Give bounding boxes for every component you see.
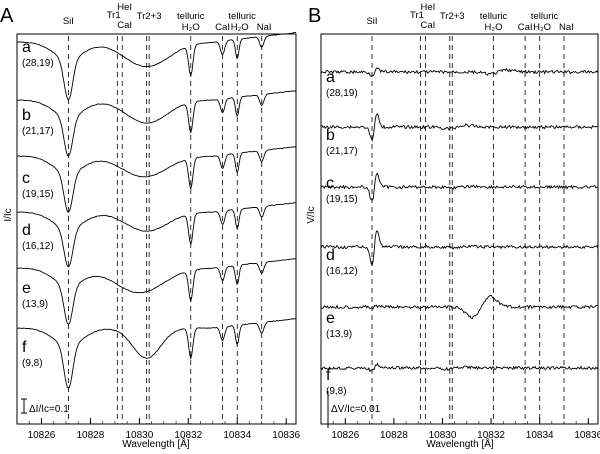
line-label: Tr1 — [107, 10, 121, 21]
line-label: H₂O — [485, 22, 503, 33]
line-label: telluric — [480, 11, 508, 22]
x-tick-label: 10828 — [380, 430, 408, 441]
line-markers — [67, 36, 263, 424]
series-letter: f — [326, 367, 331, 384]
series-letter: c — [22, 170, 30, 187]
spectrum-a — [320, 67, 599, 77]
plot-border — [16, 33, 297, 425]
series-coords: (16,12) — [326, 266, 358, 277]
x-tick-label: 10836 — [272, 430, 300, 441]
series-coords: (13,9) — [326, 329, 352, 340]
panel-letter: B — [308, 5, 321, 27]
line-label: CaI — [421, 20, 436, 31]
series-coords: (21,17) — [22, 126, 54, 137]
y-axis-label: I/Ic — [3, 208, 14, 221]
x-tick-label: 10836 — [574, 430, 600, 441]
spectrum-e — [320, 294, 599, 320]
line-label: telluric — [177, 11, 205, 22]
line-label: telluric — [228, 11, 256, 22]
x-tick-label: 10832 — [477, 430, 505, 441]
line-label: telluric — [531, 11, 559, 22]
x-ticks: 10826 10828 10830 10832 10834 10836 — [320, 418, 600, 441]
series-letter: a — [22, 39, 31, 56]
series-coords: (9,8) — [22, 358, 43, 369]
series-letter: c — [326, 175, 334, 192]
panel-letter: A — [0, 5, 14, 27]
scale-bar-label: ΔV/Ic=0.01 — [331, 404, 381, 415]
series-letter: b — [326, 127, 335, 144]
line-label: CaI — [518, 22, 533, 33]
series-coords: (13,9) — [22, 299, 48, 310]
spectrum-b — [16, 90, 297, 157]
scale-bar-label: ΔI/Ic=0.1 — [29, 404, 69, 415]
spectrum-f — [320, 362, 599, 373]
scale-bar: ΔI/Ic=0.1 — [21, 398, 69, 415]
spectrum-e — [16, 258, 297, 325]
series-letter: e — [22, 280, 31, 297]
line-label: H₂O — [182, 22, 200, 33]
plot-border — [320, 33, 599, 425]
spectrum-d — [16, 202, 297, 268]
spectrum-c — [320, 172, 599, 201]
x-tick-label: 10828 — [77, 430, 105, 441]
spectrum-c — [16, 146, 297, 213]
line-label: Tr1 — [410, 10, 424, 21]
spectrum-f — [16, 318, 297, 390]
line-label: SiI — [366, 16, 377, 27]
series-letter: f — [22, 339, 27, 356]
x-tick-label: 10832 — [174, 430, 202, 441]
line-label: HeI — [117, 2, 132, 13]
line-label: HeI — [421, 2, 436, 13]
series-labels: a (28,19) b (21,17) c (19,15) d (16,12) e (13,9) f… — [22, 39, 54, 369]
series-letter: d — [326, 247, 335, 264]
spectrum-d — [320, 230, 599, 267]
spectra — [16, 31, 297, 390]
series-letter: d — [22, 222, 31, 239]
spectra — [320, 67, 599, 373]
spectrum-a — [17, 31, 297, 101]
series-labels: a (28,19) b (21,17) c (19,15) d (16,12) e (13,9) f… — [326, 69, 358, 397]
line-label: NaI — [257, 22, 272, 33]
series-coords: (16,12) — [22, 241, 54, 252]
series-coords: (21,17) — [326, 146, 358, 157]
series-coords: (9,8) — [326, 386, 347, 397]
x-tick-label: 10834 — [223, 430, 251, 441]
series-coords: (28,19) — [326, 88, 358, 99]
x-tick-label: 10834 — [526, 430, 554, 441]
series-coords: (19,15) — [326, 194, 358, 205]
line-label: Tr2+3 — [440, 11, 465, 22]
x-tick-label: 10826 — [331, 430, 359, 441]
series-coords: (28,19) — [22, 58, 54, 69]
x-axis-label: Wavelength [Å] — [426, 437, 494, 450]
series-coords: (19,15) — [22, 189, 54, 200]
series-letter: b — [22, 107, 31, 124]
series-letter: e — [326, 310, 335, 327]
x-ticks: 10826 10828 10830 10832 10834 10836 — [16, 418, 301, 441]
x-tick-label: 10830 — [125, 430, 153, 441]
line-label: H₂O — [231, 22, 249, 33]
line-label: SiI — [63, 16, 74, 27]
plot-frame — [320, 33, 599, 425]
line-markers — [371, 36, 565, 424]
spectrum-b — [320, 113, 599, 142]
x-tick-label: 10830 — [429, 430, 457, 441]
line-label: CaI — [117, 20, 132, 31]
line-label: Tr2+3 — [137, 11, 162, 22]
x-tick-label: 10826 — [28, 430, 56, 441]
line-label: CaI — [215, 22, 230, 33]
y-axis-label: V/Ic — [306, 206, 317, 223]
line-label: NaI — [559, 22, 574, 33]
scale-bar: ΔV/Ic=0.01 — [327, 391, 381, 428]
plot-frame — [16, 33, 297, 425]
x-axis-label: Wavelength [Å] — [122, 437, 190, 450]
series-letter: a — [326, 69, 335, 86]
line-label: H₂O — [533, 22, 551, 33]
